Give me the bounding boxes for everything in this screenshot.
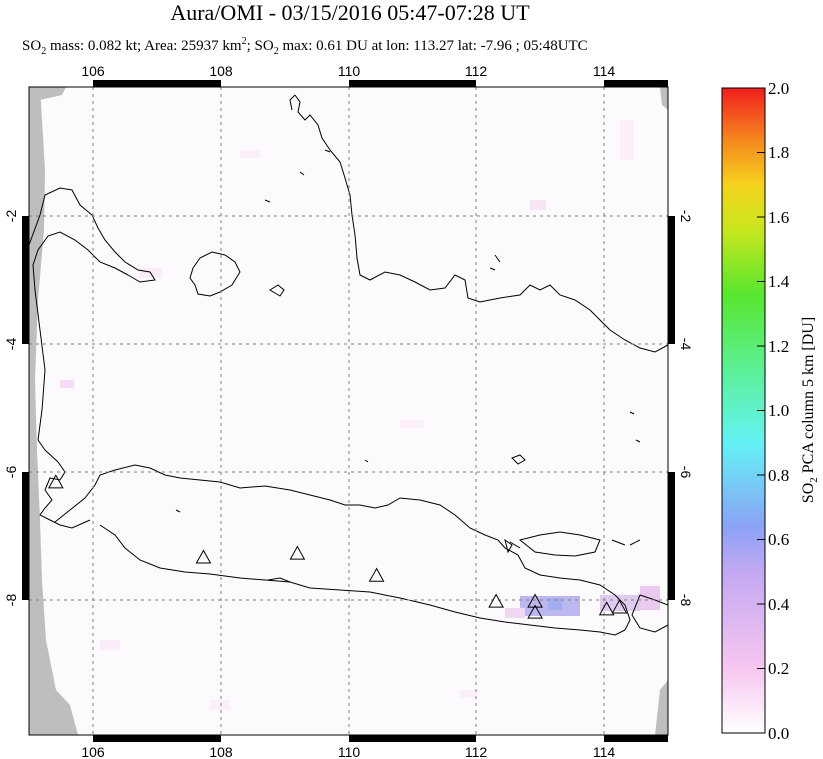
coastline-karimun — [511, 454, 526, 465]
colorbar-tick-label: 1.4 — [768, 272, 790, 291]
volcano-marker — [47, 474, 64, 489]
lon-tick-bars — [22, 80, 675, 742]
coastline-madura — [518, 531, 601, 557]
colorbar-tick-label: 0.6 — [768, 530, 789, 549]
lon-tick-top: 114 — [593, 63, 616, 79]
colorbar-tick-label: 1.0 — [768, 401, 789, 420]
coastlines — [29, 94, 668, 636]
lat-tick-right: -4 — [678, 338, 694, 351]
missing-data-left — [29, 87, 78, 735]
coastline-belitung — [269, 284, 285, 297]
lat-tick-right: -6 — [678, 466, 694, 479]
lon-tick-bottom: 108 — [209, 744, 233, 759]
volcano-marker — [289, 545, 306, 560]
coastline-bangka — [189, 251, 241, 297]
volcano-marker — [488, 593, 504, 608]
lon-tick-top: 106 — [81, 63, 105, 79]
colorbar-tick-label: 0.8 — [768, 466, 789, 485]
colorbar-tick-label: 2.0 — [768, 79, 789, 98]
coastline-java-north — [54, 464, 506, 549]
lat-tick-right: -8 — [678, 594, 694, 607]
volcano-marker — [368, 567, 385, 582]
coastline-borneo-tip — [289, 94, 296, 111]
coastline-sumatra — [29, 187, 156, 529]
missing-data-right — [660, 87, 668, 110]
lon-tick-top: 110 — [338, 63, 361, 79]
lat-tick-left: -8 — [3, 594, 19, 607]
colorbar-tick-label: 0.4 — [768, 595, 790, 614]
colorbar-tick-label: 1.2 — [768, 337, 789, 356]
map-frame — [28, 86, 669, 736]
coastline-bali — [631, 594, 668, 633]
volcano-marker — [527, 604, 543, 619]
lon-tick-top: 112 — [465, 63, 488, 79]
lon-tick-bottom: 112 — [465, 744, 488, 759]
missing-data-bottom-right — [655, 680, 668, 735]
volcano-marker — [598, 601, 615, 616]
lon-tick-top: 108 — [209, 63, 233, 79]
volcano-marker — [195, 549, 212, 564]
lat-tick-left: -4 — [3, 338, 19, 351]
map-subtitle: SO2 mass: 0.082 kt; Area: 25937 km2; SO2… — [22, 36, 588, 57]
lon-tick-bottom: 106 — [81, 744, 105, 759]
colorbar-tick-label: 0.0 — [768, 724, 789, 743]
colorbar-tick-label: 0.2 — [768, 659, 789, 678]
lon-tick-bottom: 114 — [593, 744, 616, 759]
coastline-borneo — [294, 94, 668, 353]
colorbar-ticks — [757, 87, 765, 734]
lat-tick-left: -2 — [3, 210, 19, 223]
coastline-bawean — [504, 538, 513, 554]
lon-tick-bottom: 110 — [338, 744, 361, 759]
colorbar-title: SO2 PCA column 5 km [DU] — [800, 317, 820, 503]
coastline-java-south — [99, 524, 626, 636]
volcano-markers — [47, 474, 628, 619]
colorbar-tick-label: 1.8 — [768, 143, 789, 162]
colorbar-tick-label: 1.6 — [768, 208, 789, 227]
volcano-marker — [611, 599, 628, 614]
missing-data-top-left — [29, 87, 66, 100]
map-title: Aura/OMI - 03/15/2016 05:47-07:28 UT — [170, 0, 530, 25]
coastline-east-java — [504, 547, 631, 631]
volcano-marker — [527, 593, 543, 608]
lat-tick-left: -6 — [3, 466, 19, 479]
lat-tick-right: -2 — [678, 210, 694, 223]
graticule — [29, 87, 668, 735]
